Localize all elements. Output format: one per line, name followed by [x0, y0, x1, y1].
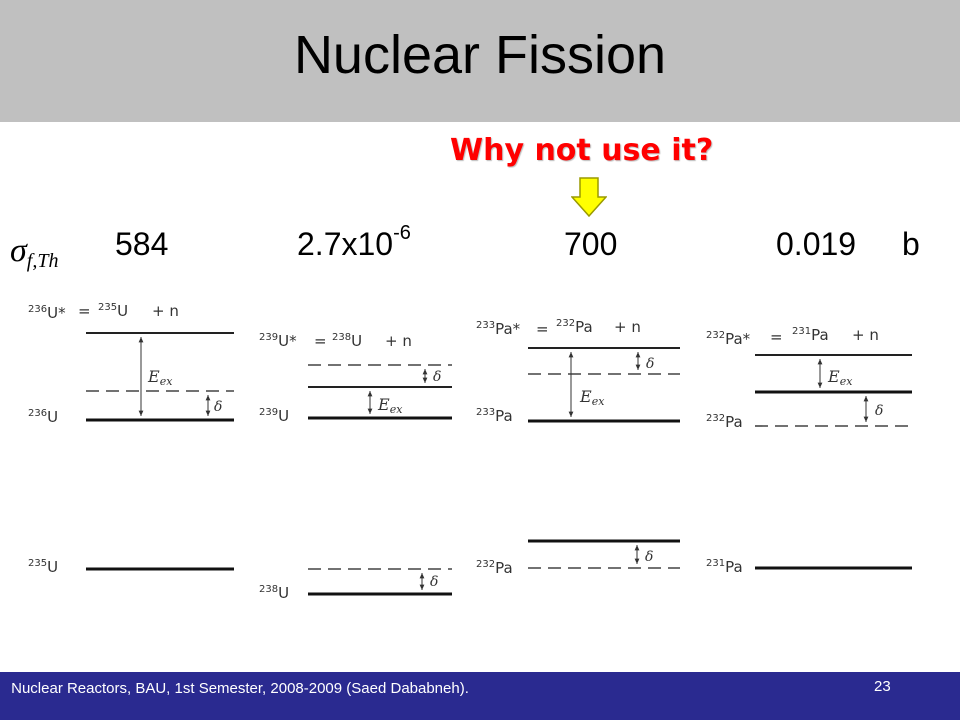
bottom-label: 231Pa: [706, 558, 743, 576]
plus-n-label: + n: [852, 326, 879, 344]
value-mantissa: 584: [115, 226, 169, 262]
ground-state-label: 239U: [259, 407, 289, 425]
sigma-symbol: σ: [10, 232, 27, 269]
equals-sign: =: [770, 328, 783, 346]
equals-sign: =: [536, 320, 549, 338]
value-u235: 584: [115, 226, 168, 263]
value-mantissa: 2.7x10: [297, 226, 394, 262]
delta-label: δ: [646, 356, 654, 372]
diagram-pa231: 232Pa* = 231Pa + n Eex δ 232Pa 231Pa: [706, 326, 912, 576]
energy-level-diagrams: 236U* = 235U + n Eex δ 236U 235U 239U* =…: [28, 302, 912, 602]
title-bar: [0, 0, 960, 122]
equals-sign: =: [314, 332, 327, 350]
compound-label: 233Pa*: [476, 320, 521, 338]
plus-n-label: + n: [614, 318, 641, 336]
delta-label: δ: [433, 369, 441, 385]
bottom-label: 235U: [28, 558, 58, 576]
sigma-label: σf,Th: [10, 232, 59, 272]
bottom-label: 232Pa: [476, 559, 513, 577]
delta-label: δ: [430, 574, 438, 590]
slide-title: Nuclear Fission: [293, 25, 667, 85]
plus-n-label: + n: [385, 332, 412, 350]
bottom-label: 238U: [259, 584, 289, 602]
delta-label: δ: [645, 549, 653, 565]
eex-label: Eex: [147, 367, 173, 388]
footer-citation: Nuclear Reactors, BAU, 1st Semester, 200…: [11, 680, 469, 697]
value-mantissa: 700: [564, 226, 618, 262]
ground-state-label: 236U: [28, 408, 58, 426]
equals-sign: =: [78, 302, 91, 320]
value-mantissa: 0.019: [776, 226, 857, 262]
unit-label: b: [902, 226, 920, 262]
question-callout: Why not use it?: [450, 133, 714, 168]
diagram-pa232: 233Pa* = 232Pa + n δ Eex 233Pa δ 232Pa: [476, 318, 680, 577]
delta-label: δ: [875, 403, 883, 419]
down-arrow-icon: [571, 177, 607, 217]
ground-state-label: 233Pa: [476, 407, 513, 425]
target-label: 232Pa: [556, 318, 593, 336]
value-exponent: -6: [393, 222, 411, 245]
value-pa232: 700: [564, 226, 617, 263]
eex-label: Eex: [579, 387, 605, 408]
plus-n-label: + n: [152, 302, 179, 320]
eex-label: Eex: [827, 367, 853, 388]
footer-bar: [0, 672, 960, 720]
target-label: 231Pa: [792, 326, 829, 344]
compound-label: 236U*: [28, 304, 66, 322]
diagram-u235: 236U* = 235U + n Eex δ 236U 235U: [28, 302, 234, 576]
target-label: 238U: [332, 332, 362, 350]
compound-label: 239U*: [259, 332, 297, 350]
compound-label: 232Pa*: [706, 330, 751, 348]
value-u238: 2.7x10-6: [297, 222, 411, 263]
eex-label: Eex: [377, 395, 403, 416]
sigma-subscript: f,Th: [26, 250, 59, 272]
diagram-u238: 239U* = 238U + n δ Eex 239U δ 238U: [259, 332, 452, 602]
page-number: 23: [874, 678, 891, 695]
ground-state-label: 232Pa: [706, 413, 743, 431]
delta-label: δ: [214, 399, 222, 415]
value-pa231: 0.019: [776, 226, 856, 263]
target-label: 235U: [98, 302, 128, 320]
